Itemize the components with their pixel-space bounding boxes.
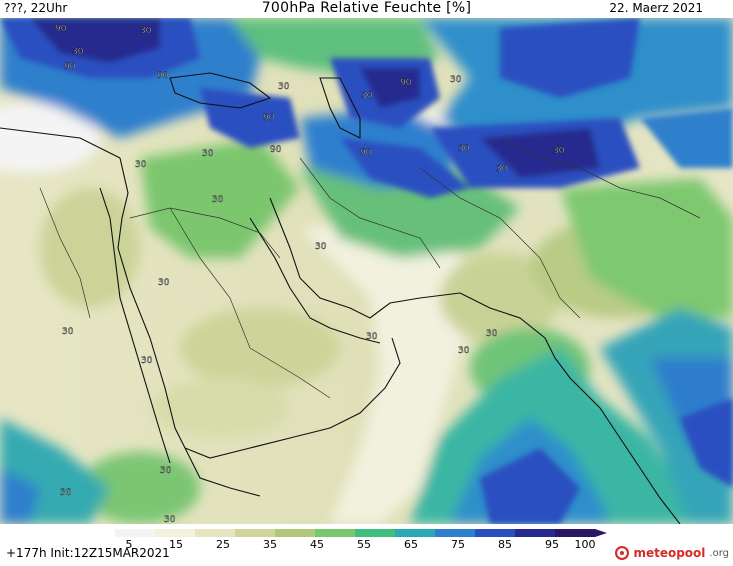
colorbar-ticks: 5 15 25 35 45 55 65 75 85 95 100: [126, 538, 596, 551]
colorbar-tick-label: 35: [263, 538, 277, 549]
colorbar-swatch: [555, 529, 596, 537]
isoline-label: 30: [278, 82, 290, 92]
isoline-label: 90: [64, 62, 76, 72]
humidity-field: [0, 18, 733, 524]
isoline-label: 30: [496, 164, 508, 174]
borders-layer: [39, 137, 701, 399]
logo-domain: .org: [709, 547, 729, 559]
isoline-label: 90: [263, 113, 275, 123]
isoline-label: 90: [270, 145, 282, 155]
meteopool-logo[interactable]: meteopool .org: [615, 546, 729, 560]
colorbar-swatch: [315, 529, 356, 537]
colorbar-swatch: [435, 529, 476, 537]
init-time-label: +177h Init:12Z15MAR2021: [6, 546, 170, 560]
isoline-label: 30: [486, 329, 498, 339]
colorbar-swatch: [115, 529, 156, 537]
isoline-label: 30: [164, 515, 176, 524]
isoline-label: 90: [157, 71, 169, 81]
isoline-label: 30: [366, 332, 378, 342]
isoline-label: 30: [553, 146, 565, 156]
colorbar-tick-label: 100: [575, 538, 596, 549]
colorbar-tick-label: 95: [545, 538, 559, 549]
isoline-label: 90: [400, 78, 412, 88]
colorbar-swatch: [155, 529, 196, 537]
isoline-label: 90: [55, 24, 67, 34]
isoline-label: 30: [315, 242, 327, 252]
colorbar-swatch: [515, 529, 556, 537]
colorbar-arrow: [595, 529, 607, 537]
isoline-label: 30: [361, 91, 373, 101]
isoline-label: 30: [62, 327, 74, 337]
colorbar-swatches: [115, 529, 607, 537]
isoline-label: 30: [202, 149, 214, 159]
colorbar-tick-label: 25: [216, 538, 230, 549]
colorbar-tick-label: 75: [451, 538, 465, 549]
humidity-map: 90 30 90 30 90 30 90 30 90 30 90 30 30 30 90 30 30 30 30 30…: [0, 18, 733, 524]
forecast-date: 22. Maerz 2021: [609, 1, 703, 15]
isoline-label: 30: [458, 346, 470, 356]
isoline-label: 30: [450, 75, 462, 85]
colorbar-swatch: [395, 529, 436, 537]
isoline-label: 30: [140, 26, 152, 36]
colorbar-swatch: [235, 529, 276, 537]
isoline-label: 30: [158, 278, 170, 288]
colorbar-tick-label: 55: [357, 538, 371, 549]
isoline-label: 30: [458, 144, 470, 154]
colorbar-tick-label: 65: [404, 538, 418, 549]
meteopool-logo-icon: [615, 546, 630, 560]
isoline-label: 30: [212, 195, 224, 205]
coastlines-layer: [0, 72, 681, 524]
colorbar-swatch: [355, 529, 396, 537]
isoline-label: 30: [160, 466, 172, 476]
isoline-label: 30: [135, 160, 147, 170]
logo-text: meteopool: [633, 546, 706, 560]
isoline-label: 30: [60, 488, 72, 498]
colorbar: 5 15 25 35 45 55 65 75 85 95 100: [95, 527, 635, 553]
isoline-label: 30: [72, 47, 84, 57]
colorbar-tick-label: 5: [126, 538, 133, 549]
isoline-label: 30: [141, 356, 153, 366]
colorbar-tick-label: 45: [310, 538, 324, 549]
colorbar-tick-label: 15: [169, 538, 183, 549]
forecast-time-label: ???, 22Uhr: [4, 1, 68, 15]
colorbar-swatch: [475, 529, 516, 537]
colorbar-swatch: [275, 529, 316, 537]
colorbar-tick-label: 85: [498, 538, 512, 549]
colorbar-swatch: [195, 529, 236, 537]
isoline-labels: 90 30 90 30 90 30 90 30 90 30 90 30 30 30 90 30 30 30 30 30…: [55, 24, 565, 524]
map-title: 700hPa Relative Feuchte [%]: [261, 0, 472, 16]
isoline-label: 90: [360, 148, 372, 158]
